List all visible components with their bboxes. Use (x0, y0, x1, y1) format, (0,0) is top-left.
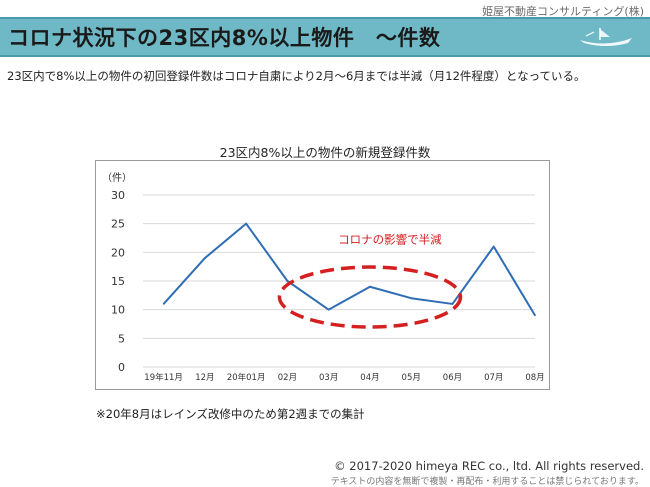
data-point (534, 314, 536, 317)
y-tick-label: 5 (118, 332, 125, 345)
annotation-label: コロナの影響で半減 (338, 233, 442, 247)
line-chart: 0 5 10 15 20 25 30 （件） 19年11月 12月 20年01月 02月 03月 04月 0… (102, 172, 545, 383)
x-tick-label: 03月 (319, 373, 338, 383)
description-text: 23区内で8%以上の物件の初回登録件数はコロナ自粛により2月～6月までは半減（月… (7, 69, 586, 83)
x-tick-label: 19年11月 (144, 372, 183, 383)
x-tick-label: 12月 (195, 373, 214, 383)
x-tick-label: 07月 (484, 373, 503, 383)
y-tick-label: 15 (111, 275, 125, 288)
page-title: コロナ状況下の23区内8%以上物件 ～件数 (8, 26, 441, 50)
title-band: コロナ状況下の23区内8%以上物件 ～件数 (0, 17, 650, 57)
footnote: ※20年8月はレインズ改修中のため第2週までの集計 (96, 407, 365, 421)
x-tick-label: 20年01月 (227, 372, 266, 383)
x-tick-label: 04月 (360, 373, 379, 383)
x-tick-label: 02月 (278, 373, 297, 383)
series-line (162, 222, 536, 316)
data-point (204, 257, 206, 259)
y-tick-label: 10 (111, 304, 125, 317)
y-axis-label: （件） (102, 172, 132, 184)
data-point (162, 303, 165, 305)
copyright-text: © 2017-2020 himeya REC co., ltd. All rig… (334, 459, 644, 473)
y-tick-label: 20 (111, 246, 125, 259)
y-tick-label: 25 (111, 218, 125, 231)
data-point (410, 297, 413, 299)
highlight-ellipse (277, 265, 463, 329)
x-tick-label: 05月 (402, 373, 421, 383)
boat-icon (580, 28, 632, 46)
x-tick-label: 06月 (443, 373, 462, 383)
company-name: 姫屋不動産コンサルティング(株) (482, 5, 644, 18)
data-point (245, 222, 247, 225)
data-point (492, 245, 495, 248)
data-point (327, 308, 330, 311)
x-tick-label: 08月 (525, 373, 544, 383)
chart-title: 23区内8%以上の物件の新規登録件数 (219, 145, 431, 162)
data-point (451, 303, 454, 305)
usage-notice: テキストの内容を無断で複製・再配布・利用することは禁じられております。 (330, 477, 644, 487)
y-tick-label: 30 (111, 189, 125, 202)
data-point (369, 285, 371, 288)
data-point (286, 280, 289, 282)
y-tick-label: 0 (118, 361, 125, 374)
